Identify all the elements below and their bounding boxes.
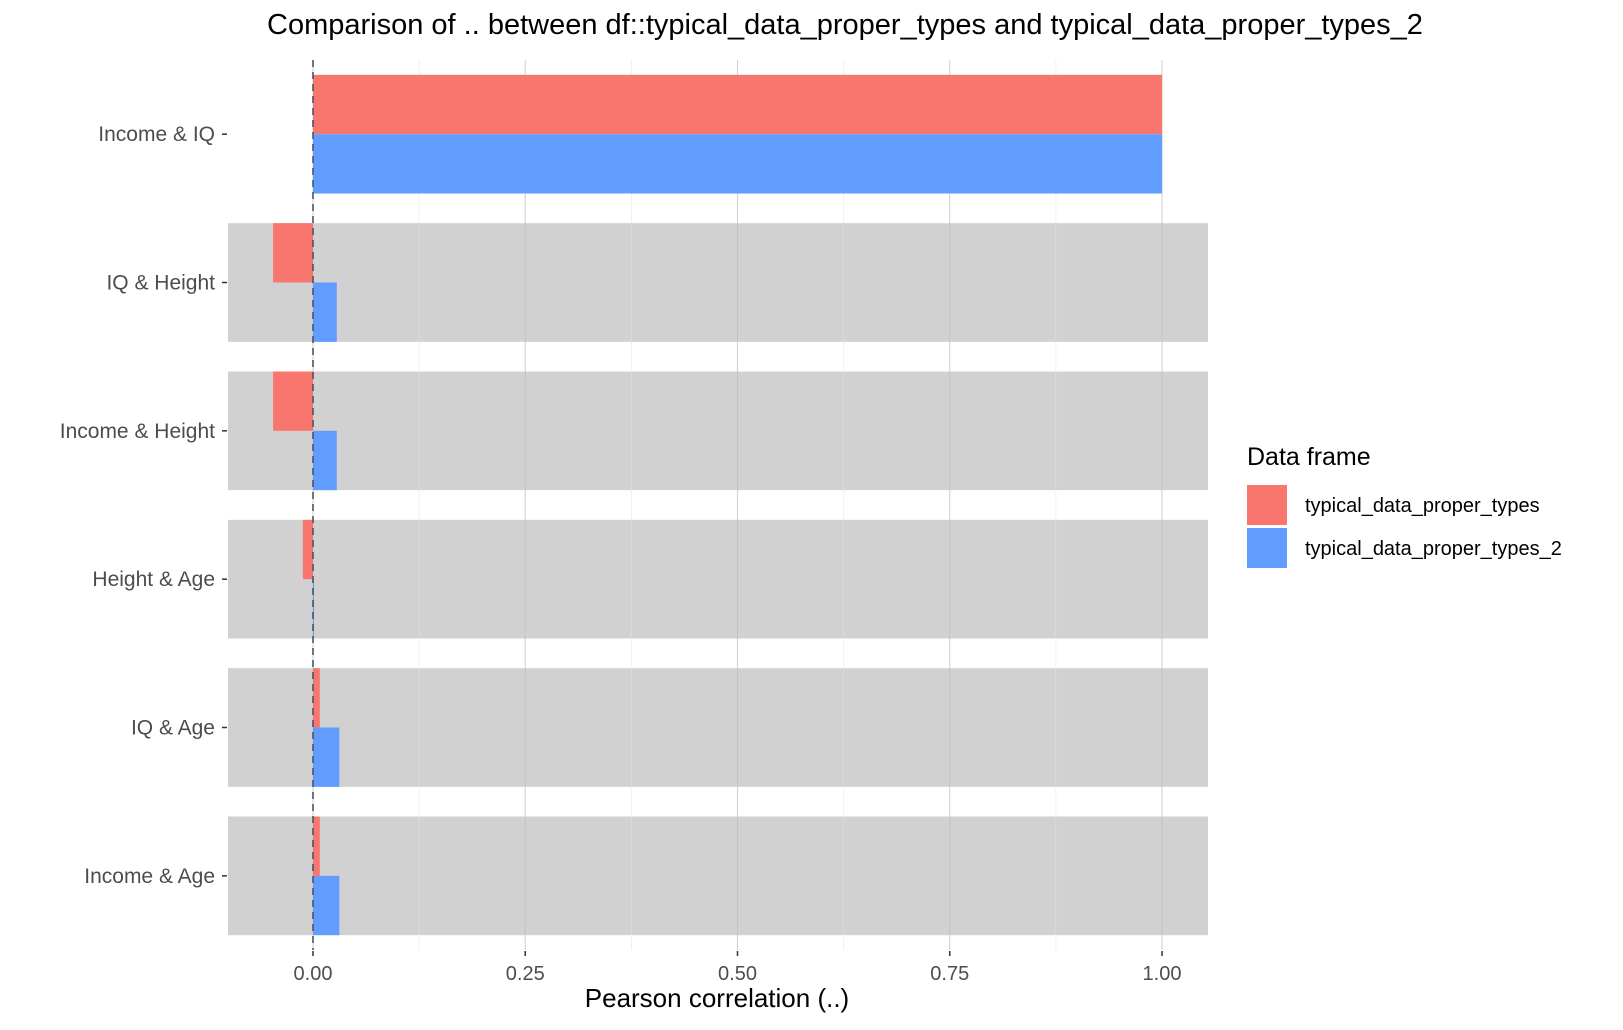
- bar-iq-and-age-typical-data-proper-types: [313, 668, 320, 728]
- y-tick-label-iq-and-age: IQ & Age: [131, 717, 215, 740]
- bar-height-and-age-typical-data-proper-types: [302, 519, 313, 580]
- legend-swatch-typical-data-proper-types-2: [1247, 528, 1287, 568]
- bar-income-and-height-typical-data-proper-types-2: [313, 430, 337, 491]
- chart-title: Comparison of .. between df::typical_dat…: [267, 9, 1423, 41]
- bar-income-and-iq-typical-data-proper-types: [313, 74, 1162, 135]
- x-axis-label: Pearson correlation (..): [585, 983, 849, 1013]
- bar-income-and-height-typical-data-proper-types: [273, 371, 313, 431]
- legend-title: Data frame: [1247, 443, 1371, 471]
- legend-label-typical-data-proper-types-2: typical_data_proper_types_2: [1305, 538, 1562, 560]
- y-tick-label-iq-and-height: IQ & Height: [106, 272, 215, 295]
- bar-income-and-age-typical-data-proper-types: [313, 816, 320, 876]
- x-tick-label: 0.50: [718, 963, 757, 985]
- highlight-band-income-and-age: [228, 816, 1208, 936]
- x-axis: 0.00 0.25 0.50 0.75 1.00: [294, 951, 1182, 985]
- bar-income-and-iq-typical-data-proper-types-2: [313, 134, 1162, 194]
- highlight-band-iq-and-age: [228, 668, 1208, 787]
- y-tick-label-income-and-height: Income & Height: [60, 420, 215, 443]
- y-tick-label-height-and-age: Height & Age: [92, 568, 215, 591]
- bar-iq-and-age-typical-data-proper-types-2: [313, 727, 340, 787]
- y-tick-label-income-and-iq: Income & IQ: [98, 123, 215, 146]
- bar-height-and-age-typical-data-proper-types-2: [313, 579, 314, 639]
- y-axis: Income & IQ IQ & Height Income & Height Hei…: [60, 123, 227, 888]
- x-tick-label: 0.75: [930, 963, 969, 985]
- highlight-band-height-and-age: [228, 519, 1208, 639]
- legend: Data frame typical_data_proper_types typ…: [1247, 443, 1562, 568]
- legend-swatch-typical-data-proper-types: [1247, 485, 1287, 525]
- highlight-band-income-and-height: [228, 371, 1208, 491]
- x-tick-label: 0.25: [506, 963, 545, 985]
- y-tick-label-income-and-age: Income & Age: [84, 865, 215, 888]
- highlight-bands: [228, 223, 1208, 936]
- bar-iq-and-height-typical-data-proper-types-2: [313, 282, 337, 342]
- highlight-band-iq-and-height: [228, 223, 1208, 342]
- legend-label-typical-data-proper-types: typical_data_proper_types: [1305, 495, 1540, 517]
- x-tick-label: 1.00: [1143, 963, 1182, 985]
- bar-income-and-age-typical-data-proper-types-2: [313, 875, 340, 936]
- x-tick-label: 0.00: [294, 963, 333, 985]
- gridlines: [312, 60, 1163, 950]
- bars: [273, 74, 1162, 936]
- bar-iq-and-height-typical-data-proper-types: [273, 223, 313, 283]
